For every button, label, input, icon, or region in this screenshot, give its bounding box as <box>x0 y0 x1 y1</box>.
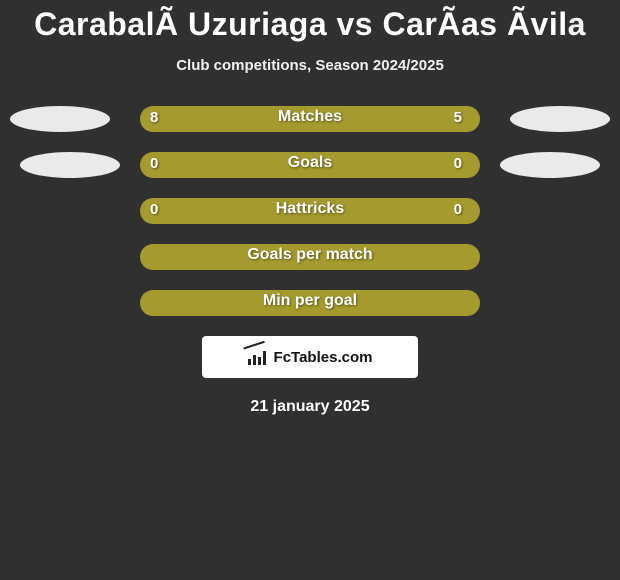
stat-value-right: 0 <box>454 201 462 218</box>
stat-row-hattricks: 0 Hattricks 0 <box>0 198 620 224</box>
stat-value-right: 5 <box>454 109 462 126</box>
stat-label: Goals per match <box>140 246 480 264</box>
stats-rows: 8 Matches 5 0 Goals 0 0 Hattricks 0 Goal… <box>0 106 620 316</box>
subtitle: Club competitions, Season 2024/2025 <box>0 57 620 74</box>
stat-label: Min per goal <box>140 292 480 310</box>
date: 21 january 2025 <box>0 398 620 416</box>
page-title: CarabalÃ Uzuriaga vs CarÃas Ãvila <box>0 0 620 43</box>
stat-label: Goals <box>140 154 480 172</box>
stat-value-right: 0 <box>454 155 462 172</box>
stat-label: Hattricks <box>140 200 480 218</box>
stat-row-matches: 8 Matches 5 <box>0 106 620 132</box>
oval-left <box>20 152 120 178</box>
logo-box: FcTables.com <box>202 336 418 378</box>
logo-text: FcTables.com <box>274 349 373 366</box>
logo-chart-icon <box>248 349 268 365</box>
stat-label: Matches <box>140 108 480 126</box>
oval-right <box>510 106 610 132</box>
oval-right <box>500 152 600 178</box>
stat-row-goals: 0 Goals 0 <box>0 152 620 178</box>
oval-left <box>10 106 110 132</box>
stat-row-min-per-goal: Min per goal <box>0 290 620 316</box>
stat-row-goals-per-match: Goals per match <box>0 244 620 270</box>
